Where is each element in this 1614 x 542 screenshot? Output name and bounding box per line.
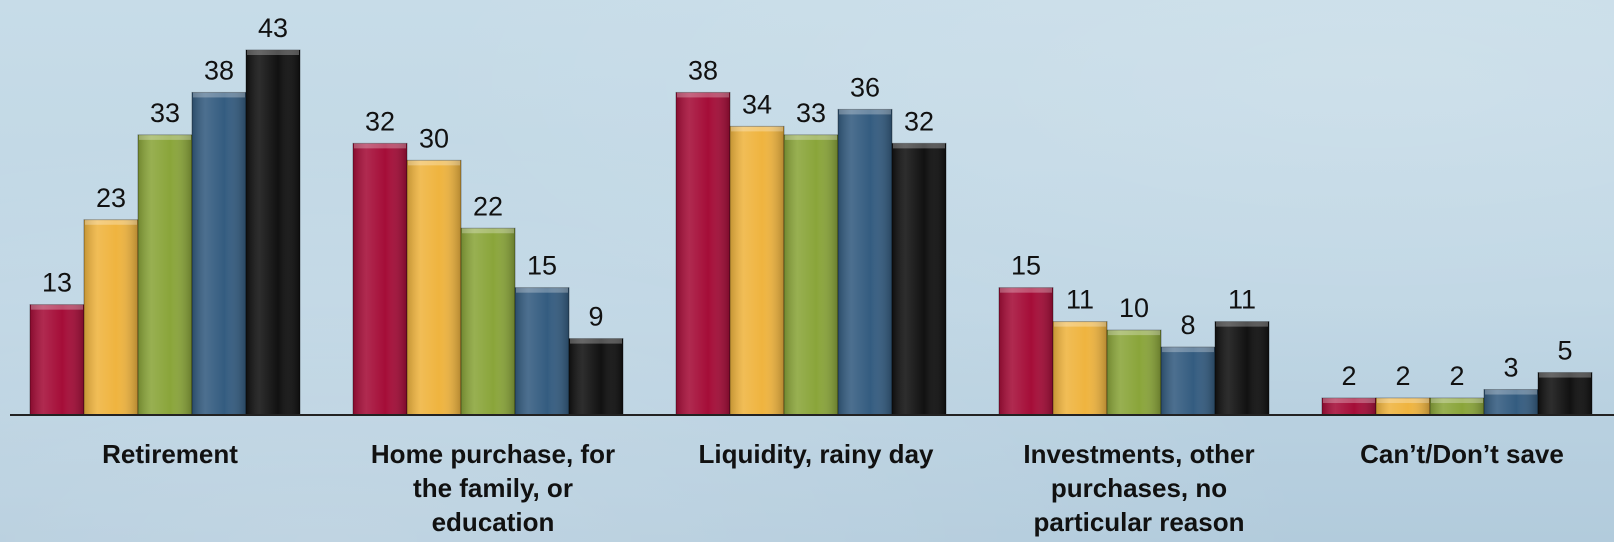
bar — [998, 287, 1054, 416]
bar-value-label: 11 — [1228, 285, 1256, 315]
bar-value-label: 15 — [1011, 251, 1041, 281]
bar — [568, 338, 624, 416]
bar-value-label: 34 — [742, 89, 772, 119]
bar — [1375, 397, 1431, 416]
bar-value-label: 32 — [904, 106, 934, 136]
bar-value-label: 23 — [96, 183, 126, 213]
bar — [837, 108, 893, 416]
bar-value-label: 2 — [1449, 361, 1464, 391]
bar — [191, 91, 247, 416]
bar-value-label: 38 — [688, 55, 718, 85]
bar — [729, 125, 785, 416]
bar — [1160, 346, 1216, 416]
bar — [137, 134, 193, 416]
category-label: Liquidity, rainy day — [698, 439, 934, 469]
bar-value-label: 11 — [1066, 285, 1094, 315]
bar-value-label: 43 — [258, 13, 288, 43]
bar — [514, 287, 570, 416]
bar-value-label: 36 — [850, 72, 880, 102]
bar — [675, 91, 731, 416]
bar — [1052, 321, 1108, 416]
bar — [1537, 372, 1593, 416]
category-label: Investments, other purchases, no particula… — [1023, 439, 1254, 537]
bar — [891, 142, 947, 416]
bars-layer — [29, 49, 1593, 416]
bar-value-label: 10 — [1119, 293, 1149, 323]
bar-value-label: 32 — [365, 106, 395, 136]
category-label: Home purchase, for the family, or educatio… — [371, 439, 615, 537]
bar-value-label: 33 — [150, 98, 180, 128]
bar — [1429, 397, 1485, 416]
bar-value-label: 9 — [588, 302, 603, 332]
bar — [245, 49, 301, 416]
bar — [29, 304, 85, 416]
bar-value-label: 2 — [1341, 361, 1356, 391]
bar — [1321, 397, 1377, 416]
bar — [406, 159, 462, 416]
category-label: Retirement — [102, 439, 238, 469]
bar-value-label: 22 — [473, 191, 503, 221]
category-labels: Retirement Home purchase, for the family, … — [102, 439, 1564, 537]
bar — [783, 134, 839, 416]
bar — [460, 227, 516, 416]
bar — [83, 219, 139, 416]
bar-value-label: 15 — [527, 251, 557, 281]
bar-value-label: 3 — [1503, 353, 1518, 383]
bar-value-label: 30 — [419, 123, 449, 153]
bar-value-label: 13 — [42, 268, 72, 298]
bar — [352, 142, 408, 416]
bar-value-label: 8 — [1180, 310, 1195, 340]
category-label: Can’t/Don’t save — [1360, 439, 1564, 469]
bar — [1214, 321, 1270, 416]
bar-value-label: 33 — [796, 98, 826, 128]
bar-value-label: 2 — [1395, 361, 1410, 391]
bar — [1106, 329, 1162, 416]
bar — [1483, 389, 1539, 416]
bar-value-label: 38 — [204, 55, 234, 85]
bar-value-label: 5 — [1557, 336, 1572, 366]
